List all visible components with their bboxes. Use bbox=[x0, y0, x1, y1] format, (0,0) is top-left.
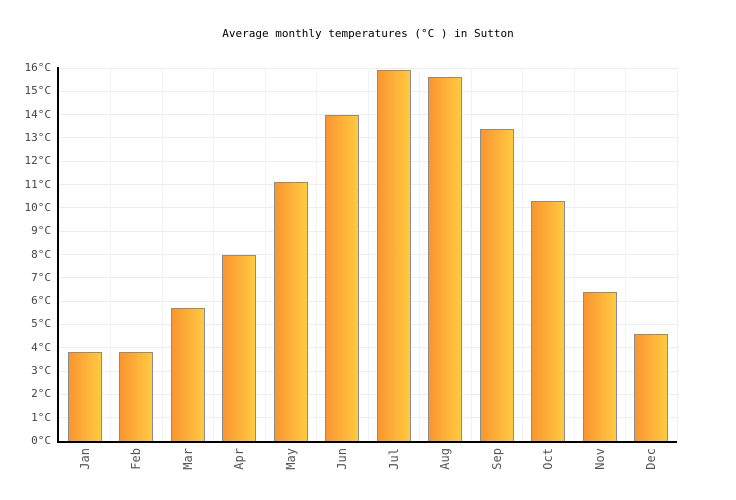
y-axis-line bbox=[57, 67, 59, 443]
x-axis-month-label: May bbox=[283, 448, 298, 470]
temp-bar-aug bbox=[428, 77, 463, 441]
y-axis-tick-label: 6°C bbox=[31, 294, 51, 308]
x-axis-month-label: Aug bbox=[438, 448, 453, 470]
temp-bar-jan bbox=[67, 352, 102, 441]
x-axis-month-label: Nov bbox=[592, 448, 607, 470]
y-axis-tick-label: 4°C bbox=[31, 340, 51, 354]
y-axis-tick-label: 13°C bbox=[24, 130, 52, 144]
x-gridline bbox=[419, 68, 420, 441]
temp-bar-sep bbox=[479, 128, 514, 441]
y-axis-tick-label: 2°C bbox=[31, 387, 51, 401]
y-axis-tick-label: 1°C bbox=[31, 410, 51, 424]
y-axis-tick-label: 0°C bbox=[31, 434, 51, 447]
y-axis-tick-label: 14°C bbox=[24, 107, 52, 121]
plot-area bbox=[59, 67, 678, 441]
x-gridline bbox=[161, 68, 163, 441]
x-gridline bbox=[676, 68, 678, 441]
x-axis-month-label: Apr bbox=[232, 448, 247, 470]
y-axis-tick-label: 7°C bbox=[31, 270, 51, 284]
x-gridline bbox=[573, 68, 575, 441]
x-axis-month-label: Jun bbox=[335, 448, 350, 470]
y-axis-tick-label: 16°C bbox=[24, 61, 52, 74]
x-gridline bbox=[264, 68, 266, 441]
y-axis-tick-label: 11°C bbox=[24, 177, 52, 191]
y-axis-tick-label: 9°C bbox=[31, 224, 51, 238]
x-axis-month-label: Feb bbox=[129, 448, 144, 470]
x-gridline bbox=[470, 68, 472, 441]
x-gridline bbox=[316, 68, 317, 441]
y-axis-tick-label: 12°C bbox=[24, 154, 52, 168]
y-axis-tick-label: 10°C bbox=[24, 200, 52, 214]
temp-bar-mar bbox=[170, 308, 205, 441]
y-axis-tick-label: 8°C bbox=[31, 247, 51, 261]
x-gridline bbox=[213, 68, 214, 441]
x-gridline bbox=[110, 68, 111, 441]
temp-bar-dec bbox=[634, 333, 669, 441]
temp-bar-nov bbox=[582, 291, 617, 441]
x-axis-line bbox=[57, 441, 677, 443]
x-axis-month-label: Jul bbox=[386, 448, 401, 470]
y-axis-tick-label: 15°C bbox=[24, 84, 52, 98]
temp-bar-apr bbox=[222, 254, 257, 441]
temp-bar-may bbox=[273, 182, 308, 441]
x-axis-month-label: Oct bbox=[541, 448, 556, 470]
x-axis-month-label: Jan bbox=[77, 448, 92, 470]
y-axis-tick-label: 5°C bbox=[31, 317, 51, 331]
temp-bar-feb bbox=[119, 352, 154, 441]
x-gridline bbox=[522, 68, 523, 441]
x-axis-month-label: Sep bbox=[489, 448, 504, 470]
x-axis-month-label: Mar bbox=[180, 448, 195, 470]
x-gridline bbox=[625, 68, 626, 441]
x-axis-month-label: Dec bbox=[644, 448, 659, 470]
temp-bar-jun bbox=[325, 114, 360, 441]
chart-title: Average monthly temperatures (°C ) in Su… bbox=[222, 27, 514, 40]
y-axis-tick-label: 3°C bbox=[31, 364, 51, 378]
x-gridline bbox=[367, 68, 369, 441]
temp-bar-jul bbox=[376, 70, 411, 441]
temp-bar-oct bbox=[531, 200, 566, 441]
